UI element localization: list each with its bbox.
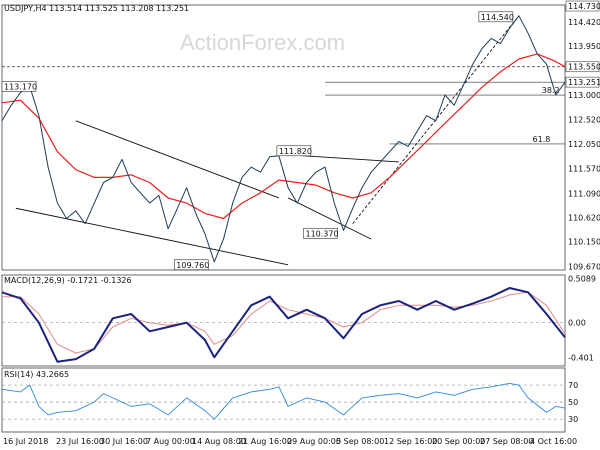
price-tick-label-8: 111.570 [568,165,600,174]
macd-series [1,287,566,363]
fib-label-6: 38.2 [542,86,560,95]
price-tick-label-5: 113.000 [568,91,600,100]
x-tick-label-8: 12 Sep 16:00 [384,437,437,446]
panel-border-0 [1,4,566,271]
price-tick-label-10: 110.620 [568,214,600,223]
x-tick-label-0: 16 Jul 2018 [3,437,48,446]
x-tick-label-1: 23 Jul 16:00 [56,437,104,446]
x-tick-label-2: 30 Jul 16:00 [100,437,148,446]
price-series [1,15,566,263]
rsi-tick-label-1: 50 [568,398,578,407]
price-tick-label-9: 111.090 [568,189,600,198]
price-tick-label-0: 114.730 [568,2,600,11]
annotation-label-2: 109.760 [176,261,209,270]
price-tick-label-12: 109.670 [568,262,600,271]
price-tick-label-11: 110.150 [568,238,600,247]
annotation-box-3 [303,228,338,239]
rsi-tick-label-0: 70 [568,381,578,390]
annotation-box-4 [478,11,514,23]
macd-line [1,287,566,363]
price-tick-label-6: 112.520 [568,116,600,125]
macd-tick-label-0: 0.5089 [568,275,596,284]
price-tick-label-2: 113.950 [568,42,600,51]
annotation-label-0: 113.170 [4,82,37,91]
x-tick-label-10: 27 Sep 08:00 [480,437,533,446]
fib-label-5: 61.8 [533,135,551,144]
trendline-1 [15,207,289,266]
annotation-label-1: 111.820 [279,147,312,156]
annotation-label-4: 114.540 [481,13,514,22]
trendline-0 [75,120,280,199]
annotation-box-0 [1,81,37,92]
annotation-box-1 [276,145,312,157]
price-line [1,15,566,263]
rsi-label: RSI(14) 43.2665 [4,370,69,379]
rsi-line [1,382,566,420]
price-tick-label-4: 113.251 [568,78,600,87]
trendline-3 [287,197,372,240]
panel-border-1 [1,274,566,367]
price-tick-label-7: 112.050 [568,140,600,149]
x-tick-label-4: 14 Aug 08:00 [192,437,246,446]
rsi-series [1,382,566,420]
macd-label: MACD(12,26,9) -0.1721 -0.1326 [4,276,132,285]
price-tick-label-3: 113.550 [568,63,600,72]
panel-border-2 [1,367,566,433]
symbol-header: USDJPY,H4 113.514 113.525 113.208 113.25… [4,4,189,13]
price-trendlines [15,15,520,266]
annotation-box-2 [173,259,209,271]
x-tick-label-11: 4 Oct 16:00 [530,437,577,446]
x-tick-label-9: 20 Sep 00:00 [432,437,485,446]
x-tick-label-7: 5 Sep 08:00 [336,437,384,446]
watermark: ActionForex.com [180,30,345,55]
macd-tick-label-2: -0.401 [568,353,594,362]
price-tick-box-3 [565,61,600,73]
annotations: 113.170 111.820 109.760 110.370 114.540 61.8 3… [1,11,560,271]
axis-labels: 114.730 114.420 113.950 113.550 113.251 113.0… [3,0,600,446]
annotation-label-3: 110.370 [305,229,338,238]
x-tick-label-3: 7 Aug 00:00 [146,437,195,446]
x-tick-label-6: 29 Aug 00:00 [287,437,341,446]
price-moving-average [1,53,566,220]
price-tick-label-1: 114.420 [568,18,600,27]
chart-frame [1,4,566,433]
price-tick-box-0 [565,0,600,12]
macd-tick-label-1: 0.00 [568,319,586,328]
trendline-4 [352,15,520,224]
price-tick-box-4 [565,76,600,88]
x-tick-label-5: 21 Aug 16:00 [238,437,292,446]
rsi-tick-label-2: 30 [568,415,578,424]
